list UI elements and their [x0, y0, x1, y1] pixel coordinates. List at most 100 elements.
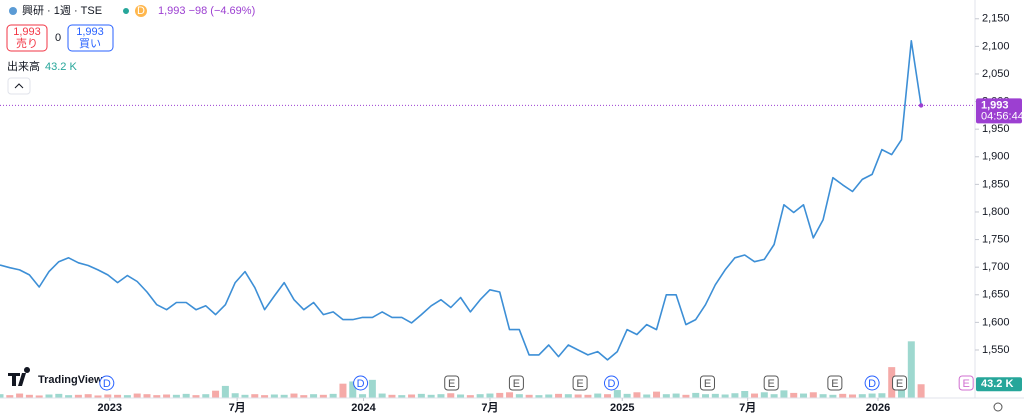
- volume-bar: [55, 393, 63, 398]
- event-label: E: [831, 378, 838, 390]
- volume-bar: [633, 392, 641, 398]
- volume-bar: [123, 395, 131, 398]
- collapse-icon[interactable]: [14, 83, 24, 89]
- badge: D: [137, 5, 145, 17]
- volume-bar: [594, 393, 602, 398]
- x-tick-label: 2024: [351, 402, 376, 414]
- volume-bar: [760, 392, 768, 398]
- volume-value: 43.2 K: [45, 61, 77, 73]
- volume-bar: [368, 379, 376, 398]
- volume-bar: [153, 395, 161, 398]
- event-label: E: [448, 378, 455, 390]
- volume-bar: [672, 393, 680, 398]
- volume-bar: [643, 394, 651, 398]
- volume-bar: [310, 394, 318, 398]
- volume-bar: [378, 393, 386, 398]
- volume-bar: [692, 392, 700, 398]
- volume-bar: [6, 395, 14, 398]
- volume-label-box: [976, 377, 1022, 392]
- symbol-icon: [9, 7, 17, 15]
- logo: TradingView: [38, 374, 103, 386]
- sell-button[interactable]: [6, 24, 48, 52]
- volume-bar: [858, 394, 866, 398]
- volume-bar: [280, 394, 288, 398]
- event-marker: [99, 375, 115, 391]
- volume-bar: [535, 395, 543, 398]
- logo-icon: [8, 367, 31, 386]
- volume-bar: [584, 394, 592, 398]
- volume-bar: [486, 393, 494, 398]
- volume-bar: [770, 394, 778, 398]
- volume-bar: [65, 395, 73, 398]
- y-tick-label: 1,850: [982, 178, 1010, 190]
- volume-bar: [515, 394, 523, 398]
- buy-button[interactable]: [67, 24, 114, 52]
- price-line: [0, 40, 922, 361]
- volume-bar: [241, 394, 249, 398]
- event-marker: [444, 375, 460, 391]
- volume-bar: [359, 394, 367, 398]
- event-label: D: [103, 378, 111, 390]
- volume-bar: [388, 394, 396, 398]
- y-tick-label: 1,950: [982, 123, 1010, 135]
- volume-bar: [790, 392, 798, 398]
- y-tick-label: 1,800: [982, 206, 1010, 218]
- y-tick-label: 2,050: [982, 68, 1010, 80]
- buy-label[interactable]: 買い: [79, 37, 101, 50]
- event-label: D: [868, 378, 876, 390]
- volume-bar: [682, 394, 690, 398]
- volume-bar: [417, 393, 425, 398]
- volume-bar: [809, 392, 817, 398]
- volume-bar: [829, 394, 837, 398]
- volume-bar: [662, 394, 670, 398]
- volume-bar: [457, 394, 465, 398]
- volume-bar: [290, 393, 298, 398]
- volume-bar: [192, 395, 200, 398]
- volume-bar: [270, 394, 278, 398]
- settings-icon[interactable]: [993, 402, 1003, 412]
- volume-bar: [0, 394, 4, 398]
- volume-bar: [133, 393, 141, 398]
- collapse-button[interactable]: [7, 77, 31, 95]
- sell-price[interactable]: 1,993: [13, 26, 41, 38]
- volume-bar: [623, 393, 631, 398]
- volume-bar: [143, 394, 151, 398]
- volume-bar: [849, 394, 857, 398]
- volume-bar: [555, 393, 563, 398]
- status-dot: [123, 8, 129, 14]
- event-label: E: [896, 378, 903, 390]
- y-tick-label: 1,700: [982, 261, 1010, 273]
- volume-bar: [525, 394, 533, 398]
- volume-bar: [545, 394, 553, 398]
- y-tick-label: 1,650: [982, 289, 1010, 301]
- volume-bar: [711, 393, 719, 398]
- volume-bar: [163, 394, 171, 398]
- last-price-label: 1,993: [981, 99, 1009, 111]
- volume-bar: [84, 394, 92, 398]
- event-label: E: [768, 378, 775, 390]
- volume-bar: [907, 341, 915, 398]
- volume-bar: [261, 395, 269, 398]
- volume-bar: [408, 394, 416, 398]
- volume-bar: [221, 385, 229, 398]
- event-marker: [763, 375, 779, 391]
- sell-label[interactable]: 売り: [16, 37, 38, 50]
- volume-bar: [741, 390, 749, 398]
- event-marker: [603, 375, 619, 391]
- volume-bar: [329, 393, 337, 398]
- volume-bar: [888, 367, 896, 398]
- volume-bar: [506, 392, 514, 398]
- volume-bar: [349, 381, 357, 398]
- volume-bar: [447, 393, 455, 398]
- volume-bar: [574, 394, 582, 398]
- y-tick-label: 1,900: [982, 151, 1010, 163]
- event-label: E: [963, 378, 970, 390]
- buy-price[interactable]: 1,993: [76, 26, 104, 38]
- volume-bar: [476, 394, 484, 398]
- event-label: E: [576, 378, 583, 390]
- x-tick-label: 7月: [739, 401, 756, 414]
- volume-bar: [16, 393, 24, 398]
- volume-bar: [74, 394, 82, 398]
- volume-bar: [182, 393, 190, 398]
